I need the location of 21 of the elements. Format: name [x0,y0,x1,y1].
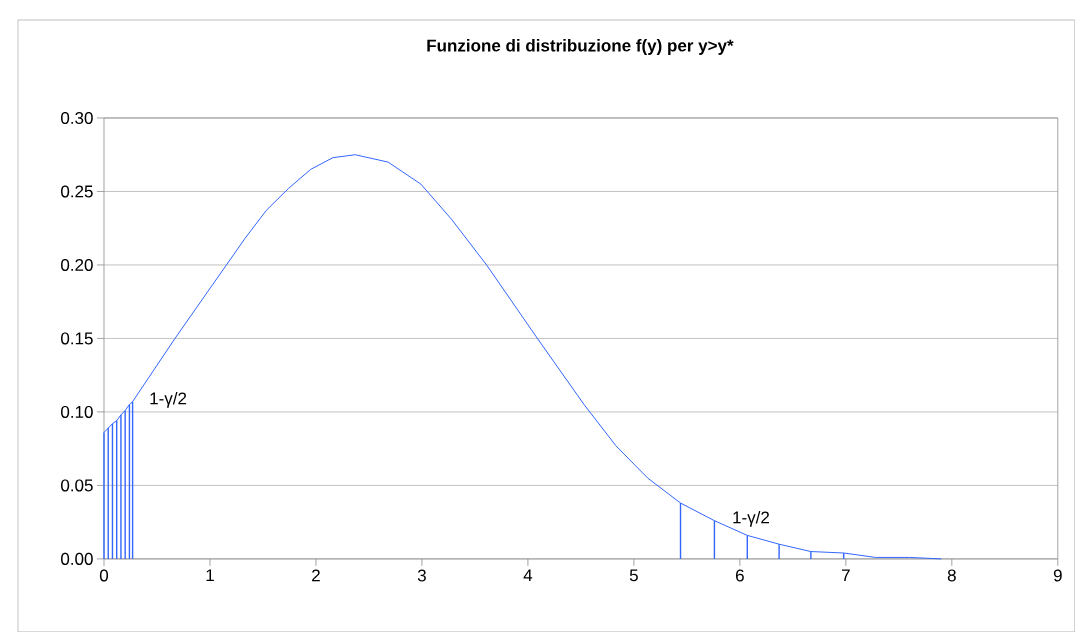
y-tick-label: 0.20 [61,258,93,271]
y-tick-label: 0.15 [61,332,93,345]
x-tick-label: 0 [99,569,109,582]
y-tick-label: 0.30 [61,111,93,124]
x-tick-label: 9 [1053,569,1062,582]
x-tick-label: 1 [206,569,214,582]
line-series [103,154,942,560]
y-tick-label: 0.05 [61,479,93,492]
x-tick-label: 2 [312,569,320,582]
x-tick-label: 4 [523,569,533,582]
y-tick-label: 0.25 [61,185,93,198]
y-tick-label: 0.10 [61,405,93,418]
x-tick-label: 7 [842,569,850,582]
x-tick-label: 5 [629,569,638,582]
x-tick-label: 8 [947,569,956,582]
annotation: 1-γ/2 [733,510,769,527]
y-tick-label: 0.00 [61,552,93,565]
annotation: 1-γ/2 [150,391,187,408]
x-tick-label: 3 [417,569,426,582]
chart-title: Funzione di distribuzione f(y) per y>y* [427,39,734,55]
x-tick-label: 6 [736,569,744,582]
